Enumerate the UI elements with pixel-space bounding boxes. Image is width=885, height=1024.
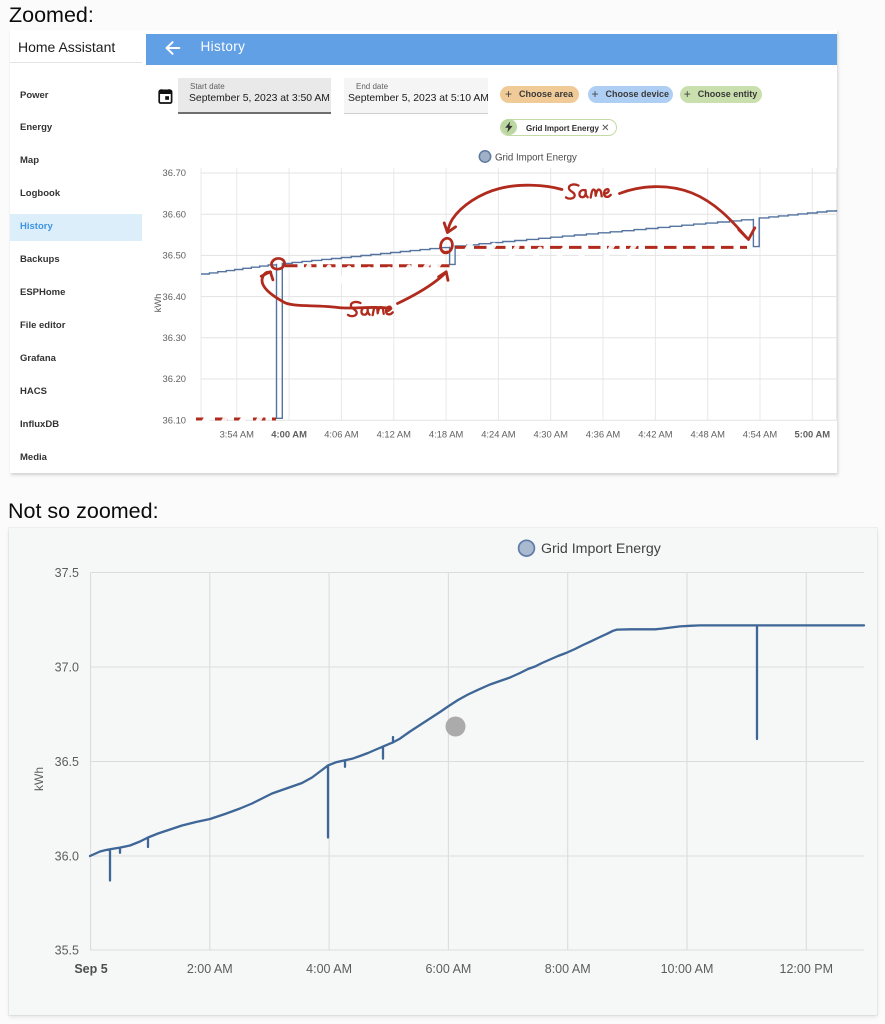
svg-text:4:06 AM: 4:06 AM: [324, 429, 359, 440]
svg-text:Sep 5: Sep 5: [74, 962, 107, 976]
svg-text:37.0: 37.0: [55, 660, 79, 674]
svg-text:3:54 AM: 3:54 AM: [220, 429, 255, 440]
svg-text:36.40: 36.40: [163, 291, 186, 302]
svg-text:36.30: 36.30: [163, 332, 186, 343]
svg-text:4:48 AM: 4:48 AM: [690, 429, 725, 440]
svg-text:36.10: 36.10: [163, 414, 186, 425]
svg-text:36.60: 36.60: [163, 208, 186, 219]
svg-text:4:36 AM: 4:36 AM: [586, 429, 621, 440]
svg-text:12:00 PM: 12:00 PM: [780, 962, 834, 976]
svg-text:37.5: 37.5: [55, 566, 79, 580]
svg-text:36.50: 36.50: [163, 250, 186, 261]
svg-text:10:00 AM: 10:00 AM: [661, 962, 714, 976]
svg-text:4:42 AM: 4:42 AM: [638, 429, 673, 440]
svg-text:kWh: kWh: [32, 767, 46, 791]
svg-text:8:00 AM: 8:00 AM: [545, 962, 591, 976]
svg-text:5:00 AM: 5:00 AM: [794, 429, 830, 440]
svg-text:4:18 AM: 4:18 AM: [429, 429, 464, 440]
svg-text:Grid Import Energy: Grid Import Energy: [495, 152, 577, 163]
svg-text:36.5: 36.5: [55, 755, 79, 769]
svg-text:4:00 AM: 4:00 AM: [271, 429, 307, 440]
svg-text:4:30 AM: 4:30 AM: [533, 429, 568, 440]
svg-text:4:12 AM: 4:12 AM: [377, 429, 412, 440]
svg-text:36.70: 36.70: [163, 167, 186, 178]
svg-text:4:54 AM: 4:54 AM: [743, 429, 778, 440]
svg-text:4:00 AM: 4:00 AM: [306, 962, 352, 976]
svg-text:4:24 AM: 4:24 AM: [481, 429, 516, 440]
svg-text:Grid Import Energy: Grid Import Energy: [541, 541, 662, 557]
svg-text:6:00 AM: 6:00 AM: [425, 962, 471, 976]
svg-text:kWh: kWh: [152, 294, 163, 313]
svg-text:36.20: 36.20: [163, 373, 186, 384]
svg-text:2:00 AM: 2:00 AM: [187, 962, 233, 976]
svg-text:36.0: 36.0: [55, 849, 79, 863]
svg-text:35.5: 35.5: [55, 943, 79, 957]
